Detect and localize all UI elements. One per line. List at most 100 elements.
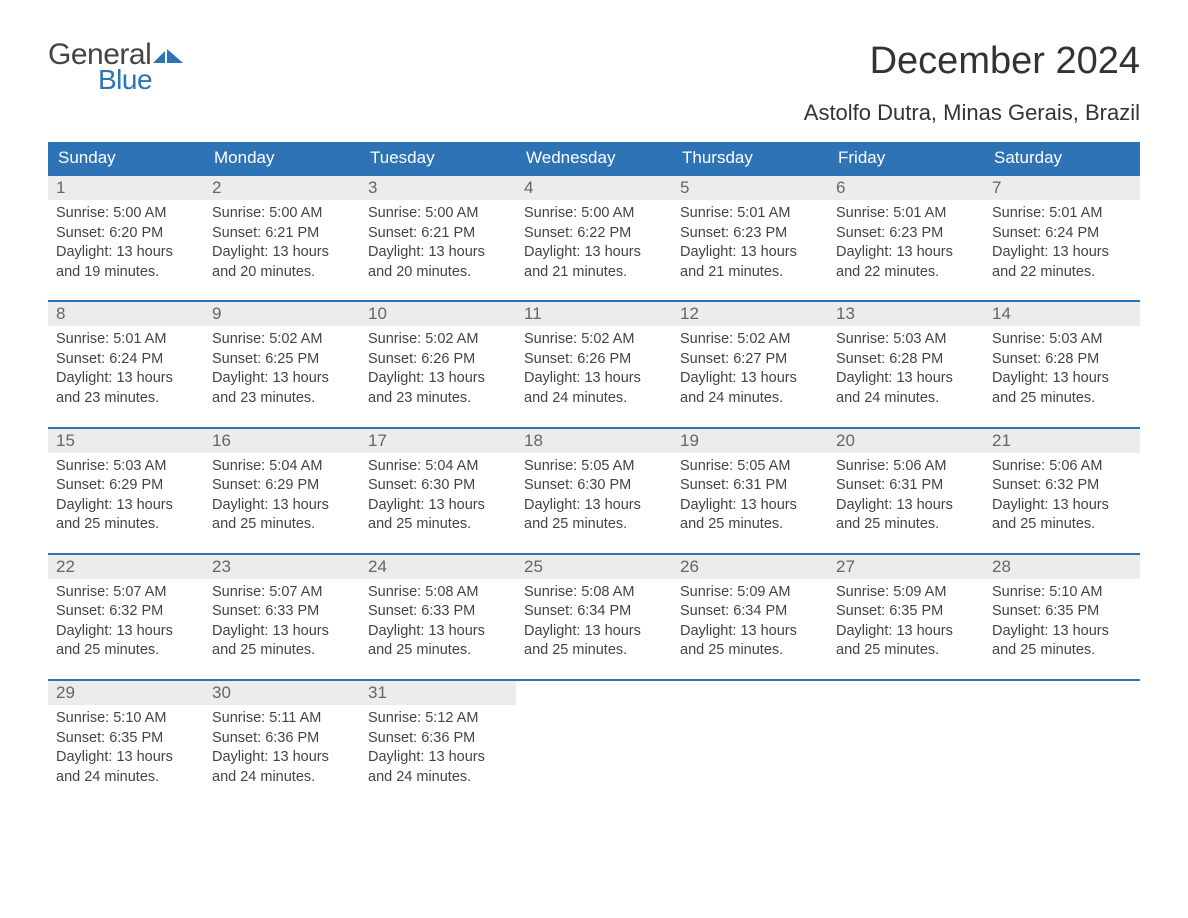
day-daylight1: Daylight: 13 hours [56, 622, 196, 642]
day-sunrise: Sunrise: 5:01 AM [680, 204, 820, 224]
day-body: Sunrise: 5:05 AMSunset: 6:31 PMDaylight:… [672, 453, 828, 535]
day-number: 7 [992, 178, 1001, 197]
day-body: Sunrise: 5:08 AMSunset: 6:34 PMDaylight:… [516, 579, 672, 661]
day-daylight1: Daylight: 13 hours [368, 243, 508, 263]
day-daylight1: Daylight: 13 hours [680, 622, 820, 642]
day-sunrise: Sunrise: 5:01 AM [836, 204, 976, 224]
day-cell: 1Sunrise: 5:00 AMSunset: 6:20 PMDaylight… [48, 176, 204, 282]
day-cell: 27Sunrise: 5:09 AMSunset: 6:35 PMDayligh… [828, 555, 984, 661]
day-sunrise: Sunrise: 5:01 AM [56, 330, 196, 350]
day-cell: 13 Sunrise: 5:03 AMSunset: 6:28 PMDayligh… [828, 302, 984, 408]
day-number: 13 [836, 304, 855, 323]
day-sunset: Sunset: 6:34 PM [524, 602, 664, 622]
day-daylight2: and 25 minutes. [992, 389, 1132, 409]
day-sunset: Sunset: 6:28 PM [992, 350, 1132, 370]
dow-saturday: Saturday [984, 142, 1140, 174]
day-cell: 20Sunrise: 5:06 AMSunset: 6:31 PMDayligh… [828, 429, 984, 535]
day-daylight2: and 22 minutes. [836, 263, 976, 283]
day-daylight2: and 25 minutes. [680, 641, 820, 661]
day-cell: 2Sunrise: 5:00 AMSunset: 6:21 PMDaylight… [204, 176, 360, 282]
day-cell: 22Sunrise: 5:07 AMSunset: 6:32 PMDayligh… [48, 555, 204, 661]
day-daylight2: and 25 minutes. [368, 515, 508, 535]
day-body: Sunrise: 5:02 AMSunset: 6:25 PMDaylight:… [204, 326, 360, 408]
day-body: Sunrise: 5:05 AMSunset: 6:30 PMDaylight:… [516, 453, 672, 535]
day-sunrise: Sunrise: 5:02 AM [212, 330, 352, 350]
day-daylight1: Daylight: 13 hours [212, 622, 352, 642]
day-sunrise: Sunrise: 5:03 AM [56, 457, 196, 477]
day-number: 29 [56, 683, 75, 702]
day-daylight2: and 25 minutes. [212, 641, 352, 661]
day-sunset: Sunset: 6:21 PM [368, 224, 508, 244]
day-body: Sunrise: 5:09 AMSunset: 6:35 PMDaylight:… [828, 579, 984, 661]
header: General Blue December 2024 [48, 40, 1140, 94]
day-number: 18 [524, 431, 543, 450]
day-cell: 29Sunrise: 5:10 AMSunset: 6:35 PMDayligh… [48, 681, 204, 787]
day-sunrise: Sunrise: 5:07 AM [212, 583, 352, 603]
day-daylight2: and 20 minutes. [212, 263, 352, 283]
day-sunrise: Sunrise: 5:09 AM [836, 583, 976, 603]
day-cell [828, 681, 984, 787]
day-body: Sunrise: 5:02 AMSunset: 6:26 PMDaylight:… [516, 326, 672, 408]
day-number: 21 [992, 431, 1011, 450]
day-body: Sunrise: 5:01 AMSunset: 6:23 PMDaylight:… [672, 200, 828, 282]
day-cell: 10Sunrise: 5:02 AMSunset: 6:26 PMDayligh… [360, 302, 516, 408]
dow-tuesday: Tuesday [360, 142, 516, 174]
week-row: 29Sunrise: 5:10 AMSunset: 6:35 PMDayligh… [48, 679, 1140, 787]
day-body: Sunrise: 5:06 AMSunset: 6:31 PMDaylight:… [828, 453, 984, 535]
day-sunrise: Sunrise: 5:00 AM [212, 204, 352, 224]
week-row: 22Sunrise: 5:07 AMSunset: 6:32 PMDayligh… [48, 553, 1140, 661]
day-daylight2: and 24 minutes. [56, 768, 196, 788]
day-number: 17 [368, 431, 387, 450]
day-sunset: Sunset: 6:23 PM [680, 224, 820, 244]
day-cell: 11Sunrise: 5:02 AMSunset: 6:26 PMDayligh… [516, 302, 672, 408]
day-daylight1: Daylight: 13 hours [524, 496, 664, 516]
day-sunset: Sunset: 6:26 PM [524, 350, 664, 370]
day-daylight1: Daylight: 13 hours [368, 622, 508, 642]
day-body: Sunrise: 5:04 AMSunset: 6:30 PMDaylight:… [360, 453, 516, 535]
day-daylight1: Daylight: 13 hours [56, 243, 196, 263]
day-sunrise: Sunrise: 5:03 AM [992, 330, 1132, 350]
day-body: Sunrise: 5:01 AMSunset: 6:24 PMDaylight:… [48, 326, 204, 408]
day-number: 14 [992, 304, 1011, 323]
day-daylight1: Daylight: 13 hours [992, 243, 1132, 263]
day-number: 16 [212, 431, 231, 450]
day-number: 6 [836, 178, 845, 197]
day-daylight2: and 25 minutes. [524, 641, 664, 661]
day-sunrise: Sunrise: 5:02 AM [680, 330, 820, 350]
day-daylight2: and 24 minutes. [212, 768, 352, 788]
day-cell: 17 Sunrise: 5:04 AMSunset: 6:30 PMDayligh… [360, 429, 516, 535]
day-body: Sunrise: 5:09 AMSunset: 6:34 PMDaylight:… [672, 579, 828, 661]
day-body: Sunrise: 5:03 AMSunset: 6:28 PMDaylight:… [984, 326, 1140, 408]
day-cell [672, 681, 828, 787]
day-sunset: Sunset: 6:33 PM [368, 602, 508, 622]
day-sunset: Sunset: 6:35 PM [992, 602, 1132, 622]
logo-text-blue: Blue [98, 66, 183, 94]
day-cell [516, 681, 672, 787]
day-daylight1: Daylight: 13 hours [524, 369, 664, 389]
day-sunset: Sunset: 6:29 PM [212, 476, 352, 496]
day-daylight1: Daylight: 13 hours [56, 748, 196, 768]
day-number: 31 [368, 683, 387, 702]
dow-monday: Monday [204, 142, 360, 174]
day-sunset: Sunset: 6:31 PM [680, 476, 820, 496]
day-sunset: Sunset: 6:25 PM [212, 350, 352, 370]
day-body: Sunrise: 5:00 AMSunset: 6:21 PMDaylight:… [204, 200, 360, 282]
day-daylight2: and 21 minutes. [524, 263, 664, 283]
day-sunrise: Sunrise: 5:06 AM [836, 457, 976, 477]
day-sunrise: Sunrise: 5:02 AM [524, 330, 664, 350]
day-cell: 19Sunrise: 5:05 AMSunset: 6:31 PMDayligh… [672, 429, 828, 535]
day-daylight2: and 25 minutes. [524, 515, 664, 535]
day-cell: 7Sunrise: 5:01 AMSunset: 6:24 PMDaylight… [984, 176, 1140, 282]
day-daylight1: Daylight: 13 hours [524, 622, 664, 642]
day-cell: 12Sunrise: 5:02 AMSunset: 6:27 PMDayligh… [672, 302, 828, 408]
day-daylight1: Daylight: 13 hours [836, 243, 976, 263]
day-body: Sunrise: 5:03 AMSunset: 6:28 PMDaylight:… [828, 326, 984, 408]
dow-sunday: Sunday [48, 142, 204, 174]
day-number: 25 [524, 557, 543, 576]
day-daylight2: and 23 minutes. [368, 389, 508, 409]
day-sunset: Sunset: 6:33 PM [212, 602, 352, 622]
day-daylight2: and 25 minutes. [992, 641, 1132, 661]
day-sunrise: Sunrise: 5:08 AM [524, 583, 664, 603]
day-sunset: Sunset: 6:30 PM [368, 476, 508, 496]
day-sunset: Sunset: 6:22 PM [524, 224, 664, 244]
